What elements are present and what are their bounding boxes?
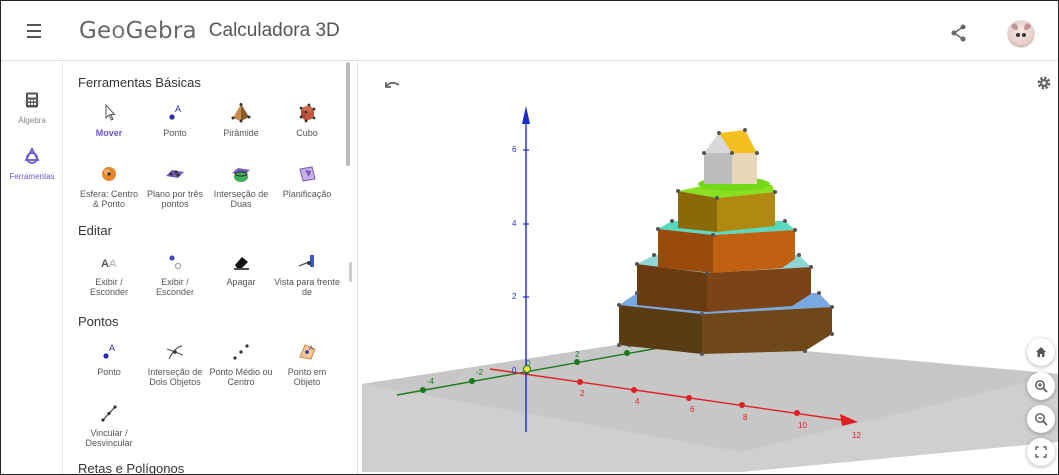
x-tick-label: 10 [798, 421, 807, 430]
origin-point[interactable] [523, 365, 531, 373]
tool-intersect-surfaces[interactable]: Interseção de Duas [208, 163, 274, 209]
tool-view-in-front[interactable]: Vista para frente de [274, 251, 340, 297]
section-title: Ferramentas Básicas [78, 75, 201, 90]
section-title: Retas e Polígonos [78, 461, 185, 475]
y-tick-label: -4 [427, 377, 435, 386]
tower-tier-4[interactable] [678, 177, 775, 232]
attach-detach-icon [101, 405, 117, 422]
x-tick-label: 12 [852, 431, 861, 440]
rail-item-tools[interactable]: Ferramentas [1, 147, 63, 181]
svg-text:A: A [109, 343, 115, 353]
eraser-icon [234, 257, 249, 270]
tool-plane[interactable]: Plano por três pontos [142, 163, 208, 209]
zoom-out-icon [1035, 413, 1048, 426]
menu-icon[interactable] [25, 19, 49, 43]
share-icon[interactable] [949, 23, 969, 43]
avatar[interactable] [1007, 20, 1035, 48]
fullscreen-button[interactable] [1027, 438, 1055, 466]
tool-intersect[interactable]: Interseção de Dois Objetos [142, 341, 208, 387]
svg-text:A: A [101, 258, 109, 270]
z-tick-label: 0 [512, 366, 517, 375]
view-in-front-icon [298, 255, 314, 267]
rail-item-algebra[interactable]: Álgebra [1, 92, 63, 125]
tool-eraser[interactable]: Apagar [208, 251, 274, 287]
fullscreen-icon [1035, 446, 1047, 458]
net-icon [299, 166, 316, 182]
pyramid-icon [231, 103, 251, 123]
tool-midpoint[interactable]: Ponto Médio ou Centro [208, 341, 274, 387]
x-axis [489, 368, 843, 421]
y-tick-label: -2 [476, 368, 484, 377]
y-tick-label: 2 [575, 350, 580, 359]
calculator-icon [26, 92, 38, 108]
home-icon [1036, 347, 1046, 357]
tower-vertices [617, 128, 834, 356]
x-tick-label: 8 [743, 413, 748, 422]
side-rail: Álgebra Ferramentas [1, 62, 63, 474]
app-title: Calculadora 3D [208, 19, 340, 41]
y-axis-points [420, 350, 630, 393]
tool-show-hide-object[interactable]: Exibir / Esconder [142, 251, 208, 297]
intersect-surfaces-icon [232, 168, 250, 182]
rail-label: Ferramentas [9, 172, 55, 181]
point-icon: A [103, 343, 115, 359]
midpoint-icon [233, 344, 249, 360]
tool-move[interactable]: Mover [76, 102, 142, 138]
point-on-object-icon: A [299, 344, 316, 360]
svg-text:A: A [309, 346, 313, 352]
x-tick-label: 6 [690, 405, 695, 414]
point-icon: A [169, 104, 181, 120]
graphics-3d-view[interactable]: -4 -2 0 2 4 2 4 6 8 10 12 6 4 2 [362, 62, 1058, 475]
undo-icon[interactable] [382, 77, 402, 93]
tools-scrollbar[interactable] [346, 62, 350, 166]
header: GeoGebra Calculadora 3D [1, 1, 1058, 61]
tower-house[interactable] [704, 130, 757, 184]
zoom-out-button[interactable] [1027, 405, 1055, 433]
svg-text:A: A [175, 104, 181, 114]
tower-tier-1[interactable] [619, 293, 832, 354]
cube-icon [299, 103, 316, 123]
plane-icon [166, 170, 184, 178]
zoom-in-icon [1035, 380, 1048, 393]
y-axis [396, 341, 693, 396]
x-axis-arrow [840, 414, 858, 426]
tools-icon [24, 147, 40, 164]
tools-panel: Ferramentas Básicas Mover A Ponto Pirâmi… [64, 62, 358, 475]
tool-point[interactable]: A Ponto [163, 104, 187, 138]
zoom-in-button[interactable] [1027, 372, 1055, 400]
gear-icon[interactable] [1035, 74, 1053, 92]
cursor-icon [105, 103, 116, 121]
home-button[interactable] [1027, 338, 1055, 366]
geogebra-logo: GeoGebra [79, 17, 197, 44]
z-tick-label: 2 [512, 292, 517, 301]
z-axis-arrow [522, 106, 530, 124]
sphere-icon [102, 167, 116, 181]
z-tick-label: 4 [512, 219, 517, 228]
tool-point-on-object[interactable]: A Ponto em Objeto [274, 341, 340, 387]
tool-pyramid[interactable]: Pirâmide [208, 102, 274, 138]
svg-text:A: A [109, 258, 117, 270]
intersect-icon [166, 345, 184, 360]
show-hide-object-icon [169, 255, 182, 270]
scene-3d[interactable]: -4 -2 0 2 4 2 4 6 8 10 12 6 4 2 [362, 62, 1058, 475]
y-tick-label: 0 [526, 359, 531, 368]
tool-cube[interactable]: Cubo [274, 102, 340, 138]
rail-label: Álgebra [18, 116, 46, 125]
section-title: Pontos [78, 314, 119, 329]
tool-point-2[interactable]: A Ponto [97, 343, 121, 377]
tool-sphere[interactable]: Esfera: Centro & Ponto [76, 163, 142, 209]
x-axis-points [577, 379, 800, 416]
z-tick-label: 6 [512, 145, 517, 154]
tools-scrollbar-secondary[interactable] [349, 262, 352, 282]
tool-attach-detach[interactable]: Vincular / Desvincular [76, 402, 142, 448]
xy-plane-top [362, 338, 1058, 452]
section-title: Editar [78, 223, 112, 238]
tool-net[interactable]: Planificação [274, 163, 340, 199]
x-tick-label: 2 [580, 389, 585, 398]
x-tick-label: 4 [635, 397, 640, 406]
